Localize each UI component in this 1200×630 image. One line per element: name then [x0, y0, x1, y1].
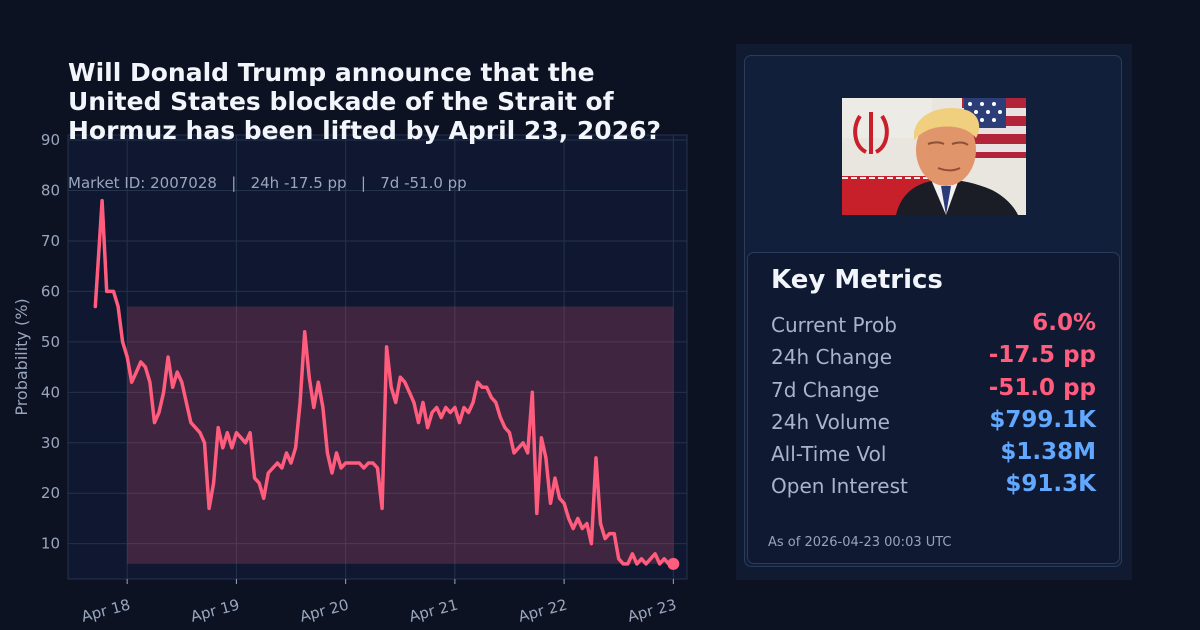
y-tick-label: 50 [41, 333, 60, 351]
metric-label: 24h Volume [771, 410, 890, 434]
y-tick-label: 20 [41, 484, 60, 502]
y-tick-label: 60 [41, 282, 60, 300]
metric-open-interest: Open Interest $91.3K [771, 471, 1096, 504]
plot-area [67, 134, 688, 580]
y-tick-label: 40 [41, 383, 60, 401]
y-tick-label: 30 [41, 434, 60, 452]
probability-series-line [93, 198, 676, 566]
y-tick-label: 90 [41, 131, 60, 149]
key-metrics-title: Key Metrics [771, 265, 943, 295]
y-tick-label: 70 [41, 232, 60, 250]
chart-subtitle: Market ID: 2007028 | 24h -17.5 pp | 7d -… [68, 174, 467, 192]
metric-24h-volume: 24h Volume $799.1K [771, 407, 1096, 440]
metric-value: -51.0 pp [988, 375, 1096, 401]
x-tick-label: Apr 23 [626, 595, 679, 625]
y-tick-label: 80 [41, 182, 60, 200]
metric-value: 6.0% [1032, 310, 1096, 336]
current-value-marker [667, 557, 680, 570]
metric-value: $1.38M [1000, 439, 1096, 465]
emblem-icon [853, 112, 889, 154]
y-axis-label: Probability (%) [12, 298, 31, 415]
metric-label: 7d Change [771, 378, 880, 402]
metric-label: 24h Change [771, 345, 893, 369]
metric-value: -17.5 pp [988, 342, 1096, 368]
probability-line-chart: 10 20 30 40 50 60 70 80 90 Apr 18 Apr 19 Apr 20 Apr … [12, 131, 688, 626]
metric-7d-change: 7d Change -51.0 pp [771, 375, 1096, 408]
market-image [842, 98, 1026, 215]
chart-title: Will Donald Trump announce that the Unit… [68, 58, 661, 145]
x-tick-label: Apr 22 [516, 595, 569, 625]
metric-value: $91.3K [1005, 471, 1096, 497]
metric-current-prob: Current Prob 6.0% [771, 310, 1096, 343]
y-tick-label: 10 [41, 535, 60, 553]
x-tick-label: Apr 21 [407, 595, 460, 625]
metric-label: All-Time Vol [771, 442, 887, 466]
x-tick-label: Apr 18 [79, 595, 132, 625]
metric-value: $799.1K [989, 407, 1096, 433]
x-tick-label: Apr 20 [298, 595, 351, 625]
metric-all-time-volume: All-Time Vol $1.38M [771, 439, 1096, 472]
metric-label: Open Interest [771, 474, 908, 498]
metric-label: Current Prob [771, 313, 897, 337]
as-of-timestamp: As of 2026-04-23 00:03 UTC [768, 535, 952, 550]
key-metrics-card [747, 252, 1120, 564]
x-tick-label: Apr 19 [189, 595, 242, 625]
metric-24h-change: 24h Change -17.5 pp [771, 342, 1096, 375]
